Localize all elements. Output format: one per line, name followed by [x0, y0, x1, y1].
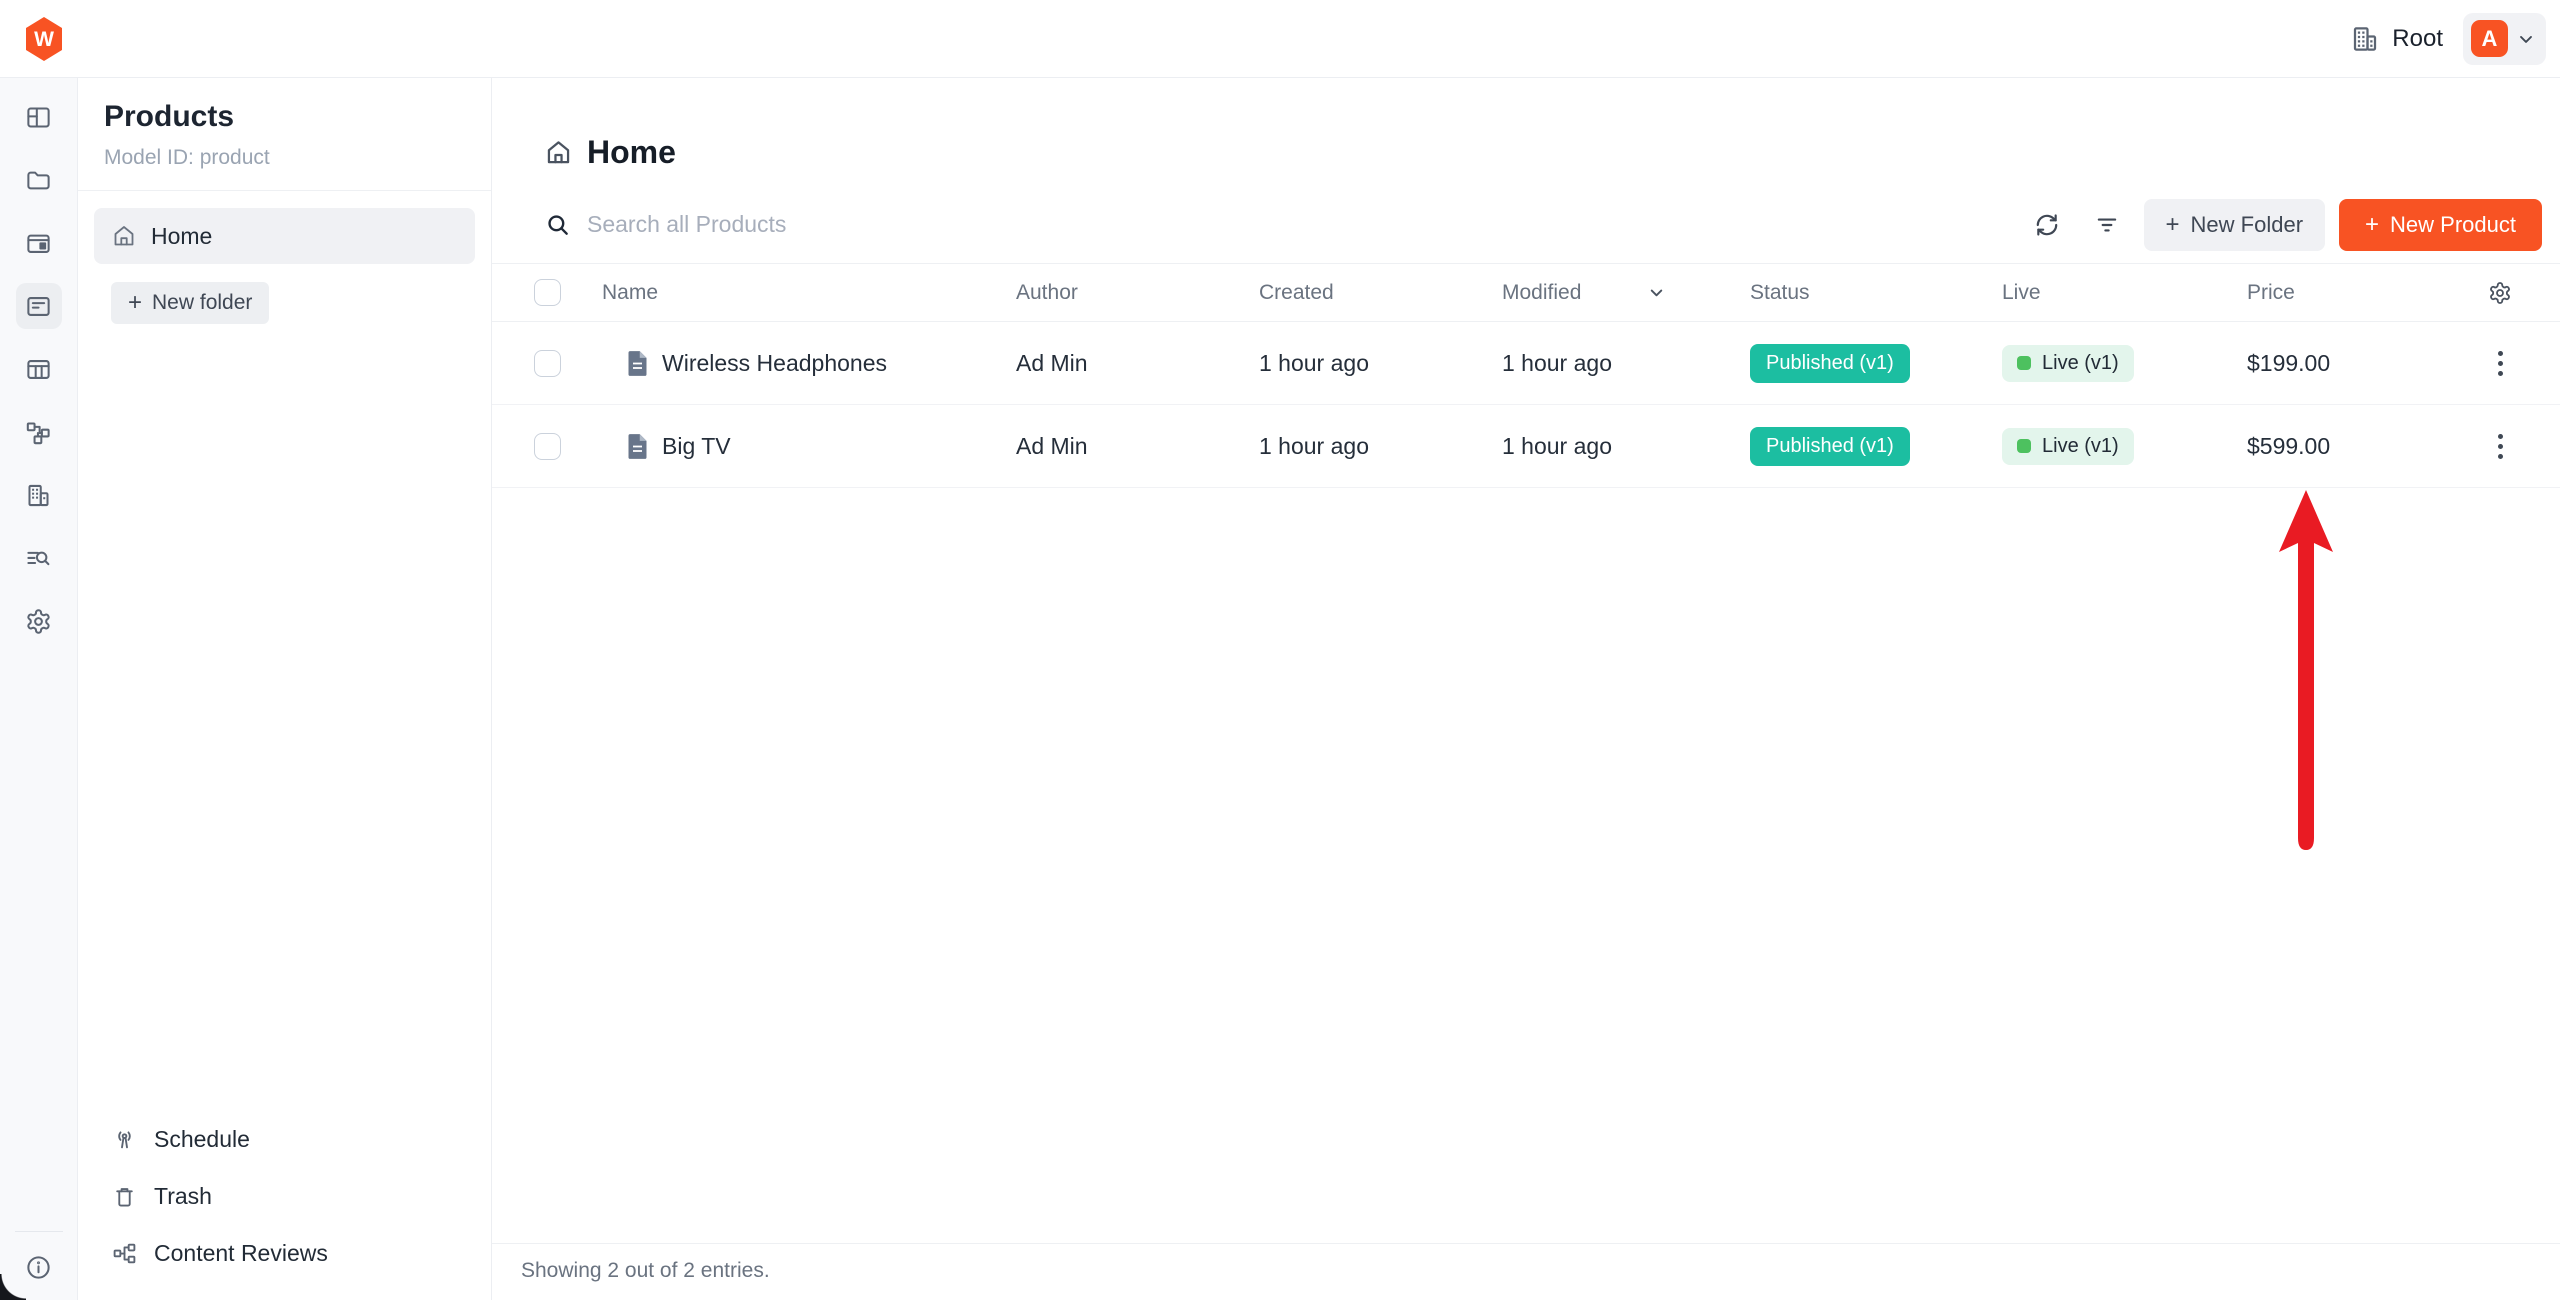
home-icon	[547, 140, 570, 163]
column-header-name[interactable]: Name	[602, 280, 659, 304]
topbar-right: Root A	[2350, 12, 2546, 65]
new-folder-label: New Folder	[2190, 211, 2304, 237]
icon-rail	[0, 78, 78, 1300]
column-header-price[interactable]: Price	[2247, 280, 2295, 304]
entry-created: 1 hour ago	[1259, 349, 1369, 376]
building-icon[interactable]	[16, 472, 62, 518]
entry-name: Big TV	[662, 432, 731, 459]
hexagon-logo-icon	[26, 16, 62, 61]
entry-price: $599.00	[2247, 432, 2331, 459]
toolbar: + New Folder + New Product	[492, 186, 2560, 264]
select-all-checkbox[interactable]	[534, 279, 561, 306]
row-checkbox[interactable]	[534, 432, 561, 460]
row-checkbox[interactable]	[534, 349, 561, 377]
building-icon	[2354, 26, 2377, 51]
model-title: Products	[104, 100, 235, 133]
chevron-down-icon	[2520, 35, 2532, 43]
panel-header: Products Model ID: product	[78, 78, 491, 191]
column-header-live[interactable]: Live	[2002, 280, 2041, 304]
form-icon[interactable]	[15, 283, 62, 329]
column-header-created[interactable]: Created	[1259, 280, 1334, 304]
column-header-modified[interactable]: Modified	[1502, 281, 1750, 305]
sidebar-item-home[interactable]: Home	[94, 208, 475, 264]
row-menu-kebab-icon[interactable]	[2490, 343, 2511, 384]
avatar: A	[2471, 20, 2508, 57]
new-product-label: New Product	[2390, 211, 2516, 237]
table-icon[interactable]	[16, 346, 62, 392]
live-badge: Live (v1)	[2002, 344, 2134, 382]
search-list-icon[interactable]	[16, 535, 62, 581]
chevron-down-icon	[1651, 289, 1663, 297]
topbar: W Root A	[0, 0, 2560, 78]
new-product-button[interactable]: + New Product	[2339, 198, 2542, 251]
info-icon[interactable]	[16, 1244, 62, 1290]
settings-icon[interactable]	[16, 598, 62, 644]
page-title: Home	[587, 133, 676, 170]
column-header-author[interactable]: Author	[1016, 280, 1078, 304]
avatar-initial: A	[2481, 25, 2498, 51]
document-icon	[628, 433, 647, 459]
row-menu-kebab-icon[interactable]	[2490, 426, 2511, 467]
new-folder-button[interactable]: + New Folder	[2143, 198, 2326, 251]
webiny-logo[interactable]: W	[24, 16, 64, 61]
rail-divider	[14, 1231, 63, 1232]
main-area: Home + New Folder	[492, 78, 2560, 1300]
tenant-name[interactable]: Root	[2392, 24, 2443, 52]
screen-corner-artifact	[0, 1274, 26, 1300]
column-header-status[interactable]: Status	[1750, 280, 1810, 304]
sidebar-item-label: Trash	[154, 1183, 212, 1209]
search-input[interactable]	[587, 211, 1613, 238]
logo-letter: W	[34, 27, 54, 51]
new-folder-sidebar-label: New folder	[152, 291, 253, 314]
entry-author: Ad Min	[1016, 349, 1088, 376]
broadcast-icon	[118, 1131, 131, 1149]
side-panel: Products Model ID: product Home + New fo…	[78, 78, 492, 1300]
entry-author: Ad Min	[1016, 432, 1088, 459]
sidebar-item-label: Content Reviews	[154, 1240, 328, 1266]
status-badge: Published (v1)	[1750, 426, 1910, 466]
table-row[interactable]: Big TV Ad Min 1 hour ago 1 hour ago Publ…	[492, 405, 2560, 488]
entry-modified: 1 hour ago	[1502, 349, 1612, 376]
model-id: Model ID: product	[104, 146, 270, 169]
search-icon	[548, 214, 568, 235]
table-row[interactable]: Wireless Headphones Ad Min 1 hour ago 1 …	[492, 322, 2560, 405]
flow-icon[interactable]	[16, 409, 62, 455]
layout-icon[interactable]	[16, 94, 62, 140]
plus-icon: +	[2365, 210, 2380, 238]
live-badge: Live (v1)	[2002, 427, 2134, 465]
entry-price: $199.00	[2247, 349, 2331, 376]
sidebar-item-label: Schedule	[154, 1126, 250, 1152]
plus-icon: +	[128, 289, 143, 316]
new-folder-sidebar-button[interactable]: + New folder	[111, 282, 270, 324]
plus-icon: +	[2165, 210, 2180, 238]
sidebar-item-content-reviews[interactable]: Content Reviews	[94, 1227, 475, 1280]
live-dot	[2017, 356, 2031, 370]
entry-created: 1 hour ago	[1259, 432, 1369, 459]
entries-count: Showing 2 out of 2 entries.	[521, 1259, 770, 1282]
entry-modified: 1 hour ago	[1502, 432, 1612, 459]
live-dot	[2017, 439, 2031, 453]
searchbox	[545, 211, 2010, 238]
sidebar-item-trash[interactable]: Trash	[94, 1170, 475, 1223]
workflow-icon	[113, 1243, 136, 1264]
sidebar-item-schedule[interactable]: Schedule	[94, 1113, 475, 1166]
column-settings-gear-icon[interactable]	[2488, 281, 2512, 305]
sidebar-item-label: Home	[151, 222, 213, 249]
browser-icon[interactable]	[16, 220, 62, 266]
table-header: Name Author Created Modified Status Live…	[492, 264, 2560, 322]
refresh-icon[interactable]	[2024, 202, 2070, 248]
user-menu[interactable]: A	[2463, 12, 2546, 65]
folder-icon[interactable]	[16, 157, 62, 203]
table-footer: Showing 2 out of 2 entries.	[492, 1243, 2560, 1300]
trash-icon	[116, 1188, 133, 1207]
status-badge: Published (v1)	[1750, 343, 1910, 383]
entry-name: Wireless Headphones	[662, 349, 888, 376]
filter-icon[interactable]	[2084, 202, 2130, 248]
home-icon	[114, 226, 134, 246]
document-icon	[628, 350, 647, 376]
